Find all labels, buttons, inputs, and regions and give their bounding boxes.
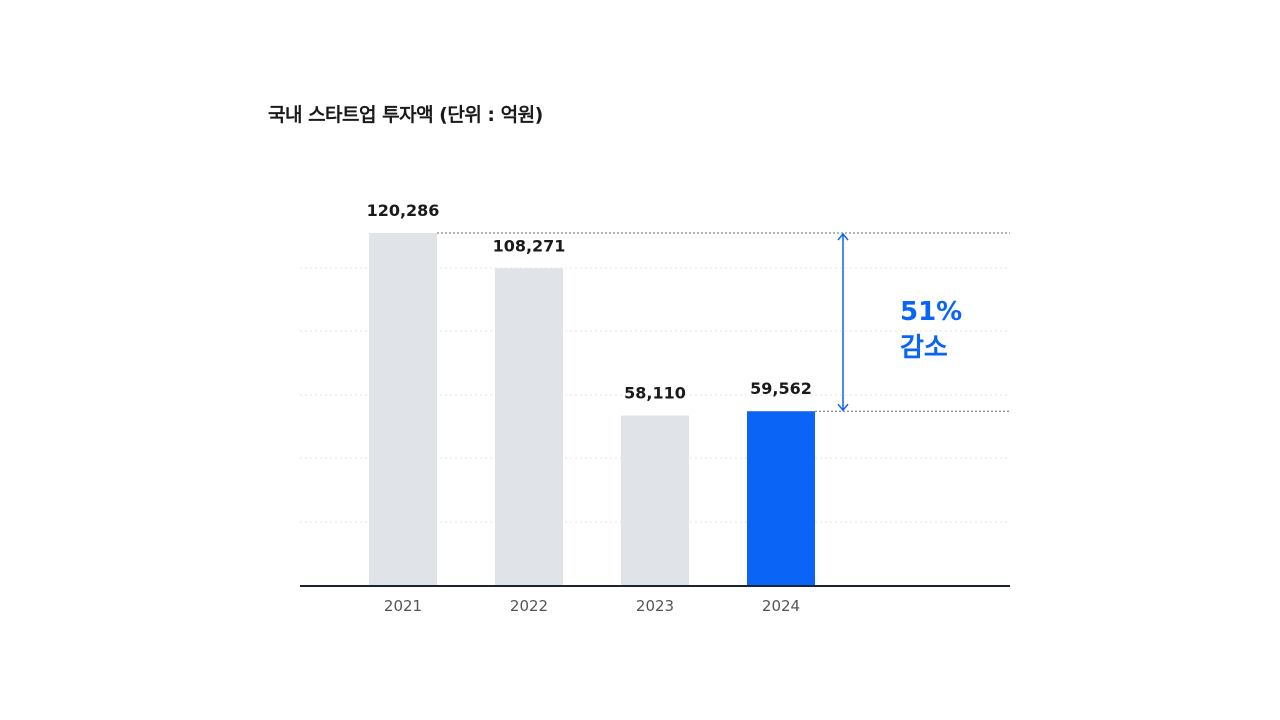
bar-2022 [495, 268, 563, 586]
data-label-2024: 59,562 [750, 379, 812, 398]
data-label-2022: 108,271 [493, 236, 566, 255]
change-annotation: 51% 감소 [437, 232, 1010, 412]
bars [369, 233, 815, 586]
data-label-2021: 120,286 [367, 201, 440, 220]
bar-2021 [369, 233, 437, 586]
x-tick-labels: 2021 2022 2023 2024 [384, 597, 800, 615]
x-tick-2023: 2023 [636, 597, 674, 615]
chart-title: 국내 스타트업 투자액 (단위 : 억원) [268, 104, 543, 126]
data-labels: 120,286 108,271 58,110 59,562 [367, 201, 812, 402]
x-tick-2021: 2021 [384, 597, 422, 615]
annotation-label: 감소 [900, 333, 948, 363]
data-label-2023: 58,110 [624, 383, 686, 402]
arrow-head-down-icon [837, 403, 849, 412]
annotation-percent: 51% [900, 297, 962, 327]
x-tick-2024: 2024 [762, 597, 800, 615]
bar-2024 [747, 411, 815, 586]
bar-2023 [621, 415, 689, 586]
x-tick-2022: 2022 [510, 597, 548, 615]
arrow-head-up-icon [837, 232, 849, 241]
